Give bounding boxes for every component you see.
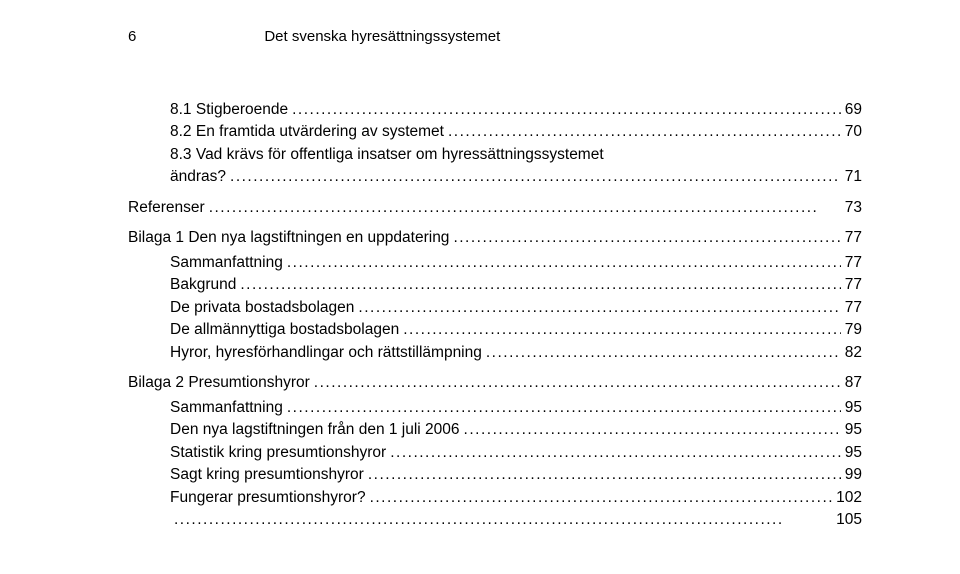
toc-entry-label: Fungerar presumtionshyror? bbox=[170, 487, 366, 509]
toc-entry-page: 95 bbox=[845, 397, 862, 419]
toc-entry-page: 77 bbox=[845, 297, 862, 319]
dot-leader: ........................................… bbox=[464, 419, 841, 441]
toc-entry-label: Den nya lagstiftningen från den 1 juli 2… bbox=[170, 419, 460, 441]
toc-entry-page: 99 bbox=[845, 464, 862, 486]
toc-entry: Den nya lagstiftningen från den 1 juli 2… bbox=[170, 419, 862, 441]
dot-leader: ........................................… bbox=[209, 197, 841, 219]
toc-entry-label: Bakgrund bbox=[170, 274, 236, 296]
table-of-contents: 8.1 Stigberoende .......................… bbox=[128, 99, 862, 531]
dot-leader: ........................................… bbox=[287, 397, 841, 419]
toc-entry-label: De privata bostadsbolagen bbox=[170, 297, 354, 319]
toc-entry-page: 82 bbox=[845, 342, 862, 364]
dot-leader: ........................................… bbox=[287, 252, 841, 274]
toc-entry-label: Stigberoende bbox=[196, 99, 288, 121]
toc-entry-label: Sammanfattning bbox=[170, 397, 283, 419]
toc-entry-label: Hyror, hyresförhandlingar och rättstillä… bbox=[170, 342, 482, 364]
toc-entry-label: ändras? bbox=[170, 166, 226, 188]
dot-leader: ........................................… bbox=[370, 487, 833, 509]
dot-leader: ........................................… bbox=[453, 227, 840, 249]
toc-entry-page: 69 bbox=[845, 99, 862, 121]
dot-leader: ........................................… bbox=[486, 342, 841, 364]
toc-section: Bilaga 1 Den nya lagstiftningen en uppda… bbox=[128, 227, 862, 249]
toc-entry-page: 79 bbox=[845, 319, 862, 341]
toc-entry: ........................................… bbox=[170, 509, 862, 531]
toc-entry-label: Referenser bbox=[128, 197, 205, 219]
toc-entry-page: 77 bbox=[845, 274, 862, 296]
dot-leader: ........................................… bbox=[358, 297, 840, 319]
toc-entry-page: 77 bbox=[845, 227, 862, 249]
toc-entry: Sagt kring presumtionshyror ............… bbox=[170, 464, 862, 486]
toc-entry-label: Vad krävs för offentliga insatser om hyr… bbox=[196, 144, 604, 166]
toc-entry-continuation: ändras? ................................… bbox=[170, 166, 862, 188]
toc-entry-page: 77 bbox=[845, 252, 862, 274]
toc-entry-label: Bilaga 2 Presumtionshyror bbox=[128, 372, 310, 394]
dot-leader: ........................................… bbox=[368, 464, 841, 486]
toc-entry-label: De allmännyttiga bostadsbolagen bbox=[170, 319, 399, 341]
toc-entry: 8.3 Vad krävs för offentliga insatser om… bbox=[170, 144, 862, 166]
toc-entry: Hyror, hyresförhandlingar och rättstillä… bbox=[170, 342, 862, 364]
toc-entry: De allmännyttiga bostadsbolagen ........… bbox=[170, 319, 862, 341]
toc-entry: Statistik kring presumtionshyror .......… bbox=[170, 442, 862, 464]
dot-leader: ........................................… bbox=[174, 509, 832, 531]
toc-entry-page: 105 bbox=[836, 509, 862, 531]
toc-entry-page: 87 bbox=[845, 372, 862, 394]
toc-entry: De privata bostadsbolagen ..............… bbox=[170, 297, 862, 319]
toc-entry: Sammanfattning .........................… bbox=[170, 252, 862, 274]
toc-entry: 8.1 Stigberoende .......................… bbox=[170, 99, 862, 121]
dot-leader: ........................................… bbox=[390, 442, 841, 464]
running-title: Det svenska hyresättningssystemet bbox=[264, 28, 500, 45]
toc-entry-label: Bilaga 1 Den nya lagstiftningen en uppda… bbox=[128, 227, 449, 249]
dot-leader: ........................................… bbox=[448, 121, 841, 143]
toc-entry-page: 95 bbox=[845, 419, 862, 441]
toc-entry: Sammanfattning .........................… bbox=[170, 397, 862, 419]
toc-entry-label: Statistik kring presumtionshyror bbox=[170, 442, 386, 464]
dot-leader: ........................................… bbox=[403, 319, 841, 341]
toc-entry-label: Sagt kring presumtionshyror bbox=[170, 464, 364, 486]
dot-leader: ........................................… bbox=[240, 274, 840, 296]
toc-entry-label: Sammanfattning bbox=[170, 252, 283, 274]
page-number: 6 bbox=[128, 28, 136, 45]
dot-leader: ........................................… bbox=[230, 166, 841, 188]
toc-entry-page: 71 bbox=[845, 166, 862, 188]
running-header: 6 Det svenska hyresättningssystemet bbox=[128, 28, 862, 45]
toc-entry-number: 8.1 bbox=[170, 99, 192, 121]
toc-entry-page: 95 bbox=[845, 442, 862, 464]
toc-entry: Fungerar presumtionshyror? .............… bbox=[170, 487, 862, 509]
toc-entry-number: 8.3 bbox=[170, 144, 192, 166]
toc-entry: Bakgrund ...............................… bbox=[170, 274, 862, 296]
toc-section: Referenser .............................… bbox=[128, 197, 862, 219]
toc-entry: 8.2 En framtida utvärdering av systemet … bbox=[170, 121, 862, 143]
toc-section: Bilaga 2 Presumtionshyror ..............… bbox=[128, 372, 862, 394]
toc-entry-page: 70 bbox=[845, 121, 862, 143]
dot-leader: ........................................… bbox=[314, 372, 841, 394]
toc-entry-number: 8.2 bbox=[170, 121, 192, 143]
toc-entry-page: 102 bbox=[836, 487, 862, 509]
toc-entry-label: En framtida utvärdering av systemet bbox=[196, 121, 444, 143]
toc-entry-page: 73 bbox=[845, 197, 862, 219]
dot-leader: ........................................… bbox=[292, 99, 841, 121]
